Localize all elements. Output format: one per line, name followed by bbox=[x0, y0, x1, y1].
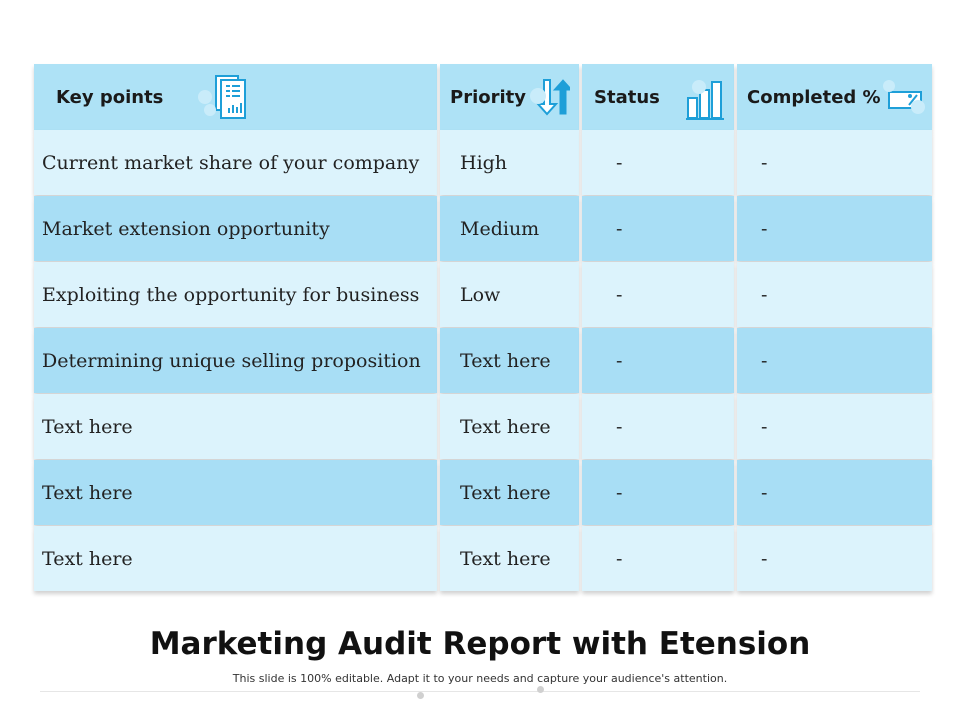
footer-dot bbox=[417, 692, 424, 699]
status-cell: - bbox=[582, 526, 734, 591]
key-point-cell: Determining unique selling proposition bbox=[34, 328, 437, 393]
status-cell: - bbox=[582, 130, 734, 195]
priority-cell-text: Text here bbox=[460, 349, 551, 372]
completed-cell-text: - bbox=[761, 217, 768, 240]
header-priority: Priority bbox=[440, 64, 579, 130]
header-status-label: Status bbox=[594, 86, 660, 108]
status-cell-text: - bbox=[616, 217, 623, 240]
audit-table: Key points bbox=[34, 64, 932, 592]
completed-cell-text: - bbox=[761, 151, 768, 174]
status-cell-text: - bbox=[616, 481, 623, 504]
status-cell-text: - bbox=[616, 349, 623, 372]
table-row: Market extension opportunity Medium - - bbox=[34, 196, 932, 262]
header-completed: Completed % bbox=[737, 64, 932, 130]
header-completed-label: Completed % bbox=[747, 86, 881, 108]
report-document-icon bbox=[198, 74, 252, 127]
table-row: Exploiting the opportunity for business L… bbox=[34, 262, 932, 328]
footer-dot bbox=[537, 686, 544, 693]
key-point-cell-text: Exploiting the opportunity for business bbox=[42, 283, 420, 306]
completed-cell: - bbox=[737, 196, 932, 261]
priority-arrows-icon bbox=[530, 76, 574, 123]
priority-cell-text: Low bbox=[460, 283, 501, 306]
completed-cell: - bbox=[737, 130, 932, 195]
completed-cell-text: - bbox=[761, 547, 768, 570]
status-cell-text: - bbox=[616, 547, 623, 570]
key-point-cell: Text here bbox=[34, 526, 437, 591]
key-point-cell-text: Market extension opportunity bbox=[42, 217, 330, 240]
priority-cell: Text here bbox=[440, 526, 579, 591]
table-row: Determining unique selling proposition Te… bbox=[34, 328, 932, 394]
slide-subtitle: This slide is 100% editable. Adapt it to… bbox=[232, 672, 728, 685]
table-row: Text here Text here - - bbox=[34, 526, 932, 592]
key-point-cell-text: Current market share of your company bbox=[42, 151, 420, 174]
header-status: Status bbox=[582, 64, 734, 130]
table-row: Text here Text here - - bbox=[34, 394, 932, 460]
key-point-cell: Text here bbox=[34, 394, 437, 459]
priority-cell: Text here bbox=[440, 460, 579, 525]
table-row: Text here Text here - - bbox=[34, 460, 932, 526]
priority-cell-text: Text here bbox=[460, 481, 551, 504]
status-cell: - bbox=[582, 262, 734, 327]
key-point-cell-text: Text here bbox=[42, 547, 133, 570]
priority-cell: High bbox=[440, 130, 579, 195]
priority-cell: Low bbox=[440, 262, 579, 327]
status-cell-text: - bbox=[616, 415, 623, 438]
key-point-cell-text: Determining unique selling proposition bbox=[42, 349, 421, 372]
status-cell: - bbox=[582, 394, 734, 459]
status-cell-text: - bbox=[616, 151, 623, 174]
footer-divider bbox=[40, 691, 920, 692]
header-key-points: Key points bbox=[34, 64, 437, 130]
completed-cell-text: - bbox=[761, 481, 768, 504]
key-point-cell: Market extension opportunity bbox=[34, 196, 437, 261]
status-cell: - bbox=[582, 460, 734, 525]
priority-cell: Text here bbox=[440, 328, 579, 393]
priority-cell-text: High bbox=[460, 151, 508, 174]
key-point-cell-text: Text here bbox=[42, 415, 133, 438]
completed-cell-text: - bbox=[761, 283, 768, 306]
priority-cell-text: Text here bbox=[460, 547, 551, 570]
priority-cell-text: Text here bbox=[460, 415, 551, 438]
priority-cell: Medium bbox=[440, 196, 579, 261]
completed-cell: - bbox=[737, 394, 932, 459]
status-cell: - bbox=[582, 196, 734, 261]
priority-cell: Text here bbox=[440, 394, 579, 459]
priority-cell-text: Medium bbox=[460, 217, 540, 240]
completed-cell: - bbox=[737, 262, 932, 327]
completed-cell: - bbox=[737, 328, 932, 393]
key-point-cell: Exploiting the opportunity for business bbox=[34, 262, 437, 327]
completed-cell: - bbox=[737, 526, 932, 591]
header-key-points-label: Key points bbox=[56, 86, 164, 108]
status-cell: - bbox=[582, 328, 734, 393]
completed-cell-text: - bbox=[761, 415, 768, 438]
bar-chart-icon bbox=[686, 80, 726, 127]
percent-ticket-icon bbox=[883, 80, 927, 121]
key-point-cell-text: Text here bbox=[42, 481, 133, 504]
completed-cell-text: - bbox=[761, 349, 768, 372]
completed-cell: - bbox=[737, 460, 932, 525]
key-point-cell: Text here bbox=[34, 460, 437, 525]
table-row: Current market share of your company High… bbox=[34, 130, 932, 196]
header-priority-label: Priority bbox=[450, 86, 526, 108]
table-header-row: Key points bbox=[34, 64, 932, 130]
slide-title: Marketing Audit Report with Etension bbox=[149, 626, 811, 662]
status-cell-text: - bbox=[616, 283, 623, 306]
key-point-cell: Current market share of your company bbox=[34, 130, 437, 195]
